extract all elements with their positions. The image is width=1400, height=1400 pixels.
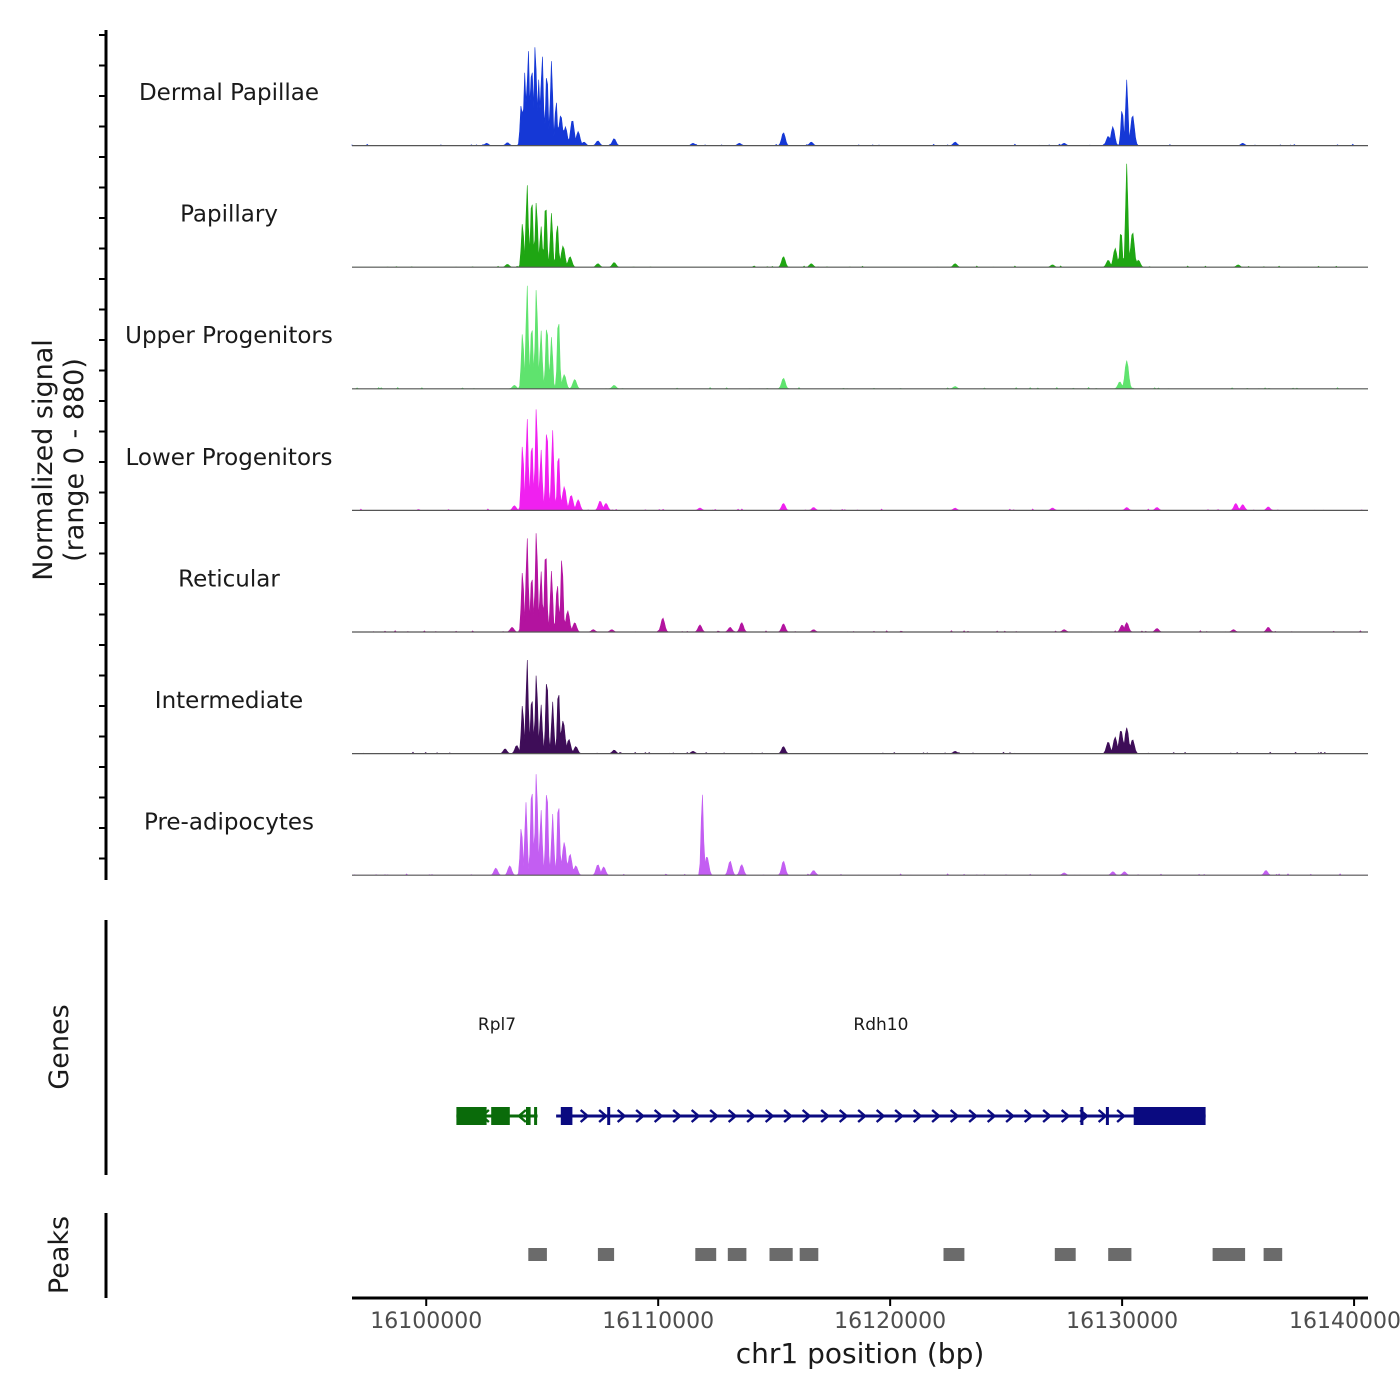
gene-label: Rdh10 (853, 1015, 908, 1035)
strand-arrow (894, 1109, 904, 1123)
signal-range-label: (range 0 - 880) (59, 358, 90, 562)
coverage-area (352, 285, 1368, 390)
strand-arrow (616, 1109, 627, 1123)
x-tick-label: 16140000 (1289, 1309, 1400, 1334)
strand-arrow (968, 1109, 978, 1123)
peak-region (799, 1248, 819, 1261)
track-upper-progenitors: Upper Progenitors (125, 285, 1368, 390)
strand-arrow (875, 1109, 886, 1123)
strand-arrow (709, 1109, 719, 1123)
signal-tracks: Dermal Papillae Papillary Upper Progenitor… (125, 47, 1368, 876)
track-lower-progenitors: Lower Progenitors (126, 409, 1368, 511)
track-intermediate: Intermediate (155, 659, 1368, 755)
signal-ylabel: Normalized signal (28, 339, 59, 581)
track-label: Upper Progenitors (125, 323, 333, 349)
strand-arrow (1042, 1109, 1052, 1123)
gene-exon (1080, 1107, 1084, 1125)
gene-track: Rpl7 Rdh10 (456, 1015, 1206, 1125)
coverage-area (352, 774, 1368, 876)
strand-arrow (690, 1109, 701, 1123)
gene-exon (526, 1107, 531, 1125)
x-axis-label: chr1 position (bp) (736, 1337, 985, 1370)
track-label: Intermediate (155, 688, 303, 714)
gene-exon (1105, 1107, 1109, 1125)
track-label: Dermal Papillae (139, 80, 319, 106)
gene-rdh10: Rdh10 (556, 1015, 1206, 1125)
strand-arrow (635, 1109, 645, 1123)
strand-arrow (653, 1109, 664, 1123)
gene-rpl7: Rpl7 (456, 1015, 538, 1125)
track-label: Pre-adipocytes (144, 810, 314, 836)
strand-arrow (931, 1109, 941, 1123)
gene-exon (607, 1107, 611, 1125)
gene-exon (1133, 1107, 1206, 1125)
x-axis-ticks: 16100000 16110000 16120000 16130000 16140000 (370, 1298, 1400, 1334)
strand-arrow (672, 1109, 682, 1123)
strand-arrow (783, 1109, 793, 1123)
gene-exon (456, 1107, 487, 1125)
x-tick-label: 16130000 (1066, 1309, 1178, 1334)
strand-arrow (986, 1109, 997, 1123)
strand-arrow (727, 1109, 738, 1123)
strand-arrow (746, 1109, 756, 1123)
gene-exon (491, 1107, 510, 1125)
coverage-area (351, 47, 1368, 146)
peak-region (1054, 1248, 1076, 1261)
coverage-area (352, 409, 1368, 511)
strand-arrow (517, 1109, 527, 1123)
track-label: Lower Progenitors (126, 445, 333, 471)
genes-label: Genes (44, 1004, 75, 1089)
track-reticular: Reticular (178, 533, 1368, 633)
peak-region (695, 1248, 717, 1261)
strand-arrow (1116, 1109, 1126, 1123)
peak-region (528, 1248, 547, 1261)
peaks-label: Peaks (44, 1216, 75, 1294)
strand-arrow (579, 1109, 590, 1123)
track-label: Reticular (178, 566, 280, 592)
peak-region (943, 1248, 965, 1261)
track-dermal-papillae: Dermal Papillae (139, 47, 1368, 147)
gene-exon (534, 1107, 538, 1125)
peak-region (1212, 1248, 1246, 1261)
peak-region (597, 1248, 615, 1261)
gene-exon (560, 1107, 573, 1125)
strand-arrow (949, 1109, 960, 1123)
gene-label: Rpl7 (478, 1015, 516, 1035)
peak-region (1263, 1248, 1283, 1261)
strand-arrow (820, 1109, 830, 1123)
strand-arrow (1097, 1109, 1108, 1123)
coverage-area (352, 533, 1368, 633)
track-label: Papillary (180, 202, 278, 228)
track-papillary: Papillary (180, 163, 1368, 268)
strand-arrow (801, 1109, 812, 1123)
strand-arrow (1005, 1109, 1015, 1123)
x-tick-label: 16100000 (370, 1309, 482, 1334)
coverage-area (352, 659, 1368, 754)
coverage-area (352, 163, 1368, 268)
strand-arrow (857, 1109, 867, 1123)
strand-arrow (598, 1109, 608, 1123)
peak-region (1108, 1248, 1132, 1261)
strand-arrow (764, 1109, 775, 1123)
x-tick-label: 16120000 (834, 1309, 946, 1334)
strand-arrow (838, 1109, 849, 1123)
peak-region (727, 1248, 747, 1261)
x-tick-label: 16110000 (602, 1309, 714, 1334)
signal-axis-ticks (99, 34, 106, 860)
peak-region (769, 1248, 793, 1261)
strand-arrow (912, 1109, 923, 1123)
strand-arrow (1060, 1109, 1071, 1123)
track-pre-adipocytes: Pre-adipocytes (144, 774, 1368, 876)
strand-arrow (1023, 1109, 1034, 1123)
peak-track (528, 1248, 1283, 1261)
